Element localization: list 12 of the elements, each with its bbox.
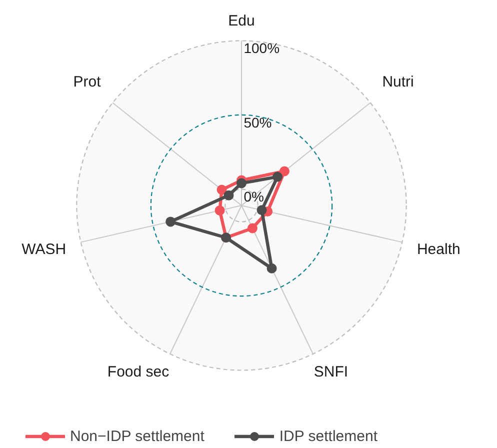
legend-label: IDP settlement (279, 428, 378, 444)
spoke-label: Food sec (107, 363, 170, 380)
y-tick-label: 50% (244, 114, 272, 130)
spoke-label: SNFI (314, 363, 348, 380)
spoke-label: Health (416, 241, 460, 258)
spoke-label: Nutri (382, 74, 414, 91)
y-tick-label: 0% (244, 188, 264, 205)
legend-label: Non−IDP settlement (70, 428, 204, 444)
y-tick-label: 100% (244, 40, 280, 56)
spoke-label: Edu (228, 12, 255, 30)
spoke-label: Prot (73, 74, 102, 91)
spoke-label: WASH (22, 241, 66, 258)
